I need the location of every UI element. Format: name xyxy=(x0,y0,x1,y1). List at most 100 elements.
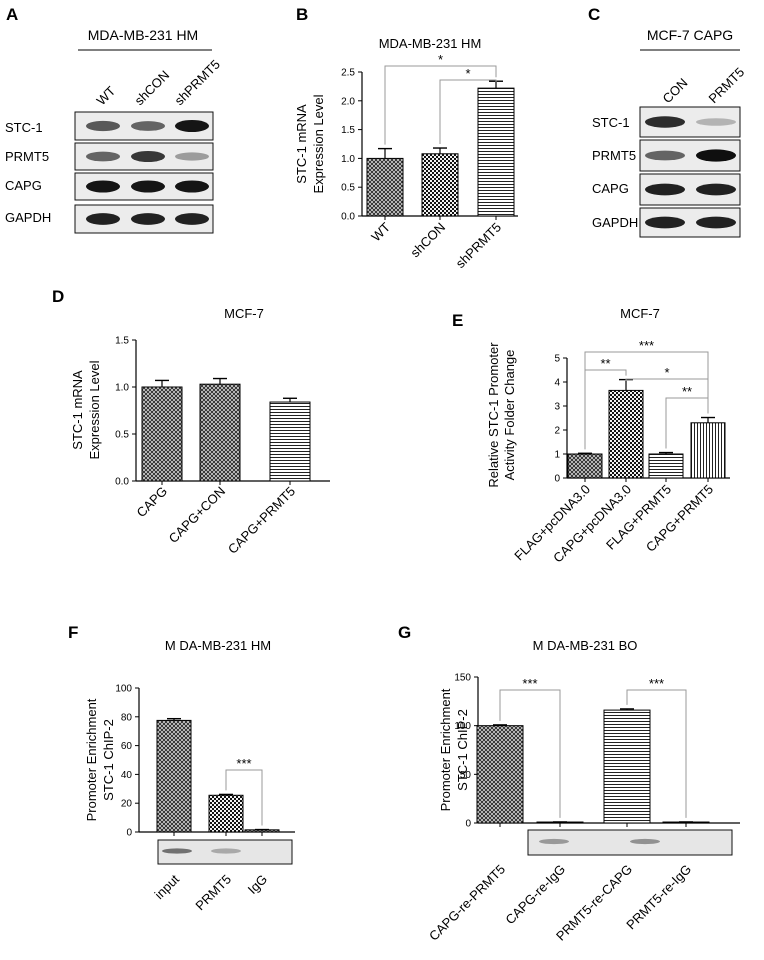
gel-f xyxy=(157,839,293,865)
chart-e-ylabel: Relative STC-1 Promoter xyxy=(486,342,501,488)
chart-f-category-label: input xyxy=(152,871,183,902)
blot-a-band xyxy=(131,121,165,131)
chart-g-bar xyxy=(476,725,524,824)
blot-a-band xyxy=(86,213,120,225)
chart-d-title: MCF-7 xyxy=(224,306,264,321)
chart-b-sig-bracket xyxy=(439,79,497,145)
blot-a-title: MDA-MB-231 HM xyxy=(88,27,198,43)
chart-d-ylabel: Expression Level xyxy=(87,360,102,459)
blot-a-band xyxy=(175,180,209,193)
blot-c: MCF-7 CAPG CON PRMT5 STC-1 PRMT5 CAPG GA… xyxy=(592,27,748,238)
chart-b-category-label: shCON xyxy=(407,220,448,261)
chart-d-ytick-label: 0.0 xyxy=(115,477,129,488)
chart-b-sig-bracket xyxy=(384,65,497,145)
blot-a-band xyxy=(131,180,165,193)
blot-a-lane-label: shPRMT5 xyxy=(172,57,223,108)
chart-e-sig-label: * xyxy=(664,365,669,380)
chart-g-sig-label: *** xyxy=(522,676,537,691)
chart-g-bar xyxy=(603,709,651,824)
chart-d-bar xyxy=(269,401,311,482)
blot-a-lane-label: shCON xyxy=(132,67,173,108)
blot-c-lane-label: PRMT5 xyxy=(706,64,748,106)
blot-c-band xyxy=(696,183,736,196)
chart-b-ytick-label: 0.0 xyxy=(341,212,355,223)
chart-e-ytick-label: 4 xyxy=(554,378,560,389)
chart-f-ylabel: Promoter Enrichment xyxy=(84,698,99,821)
chart-e-ytick-label: 0 xyxy=(554,474,560,485)
chart-d-ylabel: STC-1 mRNA xyxy=(70,370,85,450)
chart-g: M DA-MB-231 BO Promoter Enrichment STC-1 C… xyxy=(426,638,740,944)
chart-e-bar xyxy=(648,453,684,479)
blot-a-row-label: GAPDH xyxy=(5,210,51,225)
chart-g-category-label: CAPG-re-IgG xyxy=(502,862,568,928)
panel-letter-g: G xyxy=(398,623,411,642)
chart-f-ytick-label: 80 xyxy=(121,712,133,723)
blot-c-row-label: CAPG xyxy=(592,181,629,196)
blot-a-band xyxy=(175,213,209,225)
blot-a-band xyxy=(175,119,209,133)
chart-b-ylabel: STC-1 mRNA xyxy=(294,104,309,184)
chart-g-ytick-label: 50 xyxy=(460,770,472,781)
chart-f-bar xyxy=(156,719,192,833)
chart-f-sig-bracket xyxy=(225,769,263,826)
blot-c-band xyxy=(645,216,685,229)
chart-b-bar xyxy=(366,157,404,217)
blot-a-row-label: CAPG xyxy=(5,178,42,193)
gel-f-band xyxy=(162,848,192,854)
chart-f-ylabel: STC-1 ChIP-2 xyxy=(101,719,116,801)
chart-b-sig-label: * xyxy=(465,66,470,81)
chart-e-ytick-label: 2 xyxy=(554,426,560,437)
blot-a-lane-label: WT xyxy=(94,83,119,108)
panel-letter-e: E xyxy=(452,311,463,330)
chart-e-sig-label: ** xyxy=(600,356,610,371)
chart-d: MCF-7 STC-1 mRNA Expression Level 0.0 0.5 1.0… xyxy=(70,306,330,557)
chart-g-ytick-label: 0 xyxy=(465,819,471,830)
blot-c-lane-label: CON xyxy=(660,75,691,106)
chart-f-bar xyxy=(208,794,244,833)
chart-b-category-label: shPRMT5 xyxy=(453,220,504,271)
blot-a-band xyxy=(131,150,165,163)
chart-e-ytick-label: 3 xyxy=(554,402,560,413)
chart-e: MCF-7 Relative STC-1 Promoter Activity Fol… xyxy=(486,306,730,565)
blot-a-band xyxy=(86,120,120,132)
chart-e-bar xyxy=(608,389,644,479)
chart-b-ytick-label: 2.0 xyxy=(341,96,355,107)
panel-letter-f: F xyxy=(68,623,78,642)
chart-b-bar xyxy=(477,87,515,217)
blot-a-band xyxy=(86,180,120,193)
chart-b-ytick-label: 1.0 xyxy=(341,154,355,165)
gel-g-band xyxy=(539,838,569,845)
chart-e-ytick-label: 1 xyxy=(554,450,560,461)
chart-g-ylabel: STC-1 ChIP-2 xyxy=(455,709,470,791)
blot-c-band xyxy=(696,216,736,229)
chart-b: MDA-MB-231 HM STC-1 mRNA Expression Level 0… xyxy=(294,36,518,271)
chart-e-category-label: FLAG+pcDNA3.0 xyxy=(511,482,593,564)
blot-c-band xyxy=(645,116,685,128)
panel-letter-a: A xyxy=(6,5,18,24)
chart-d-category-label: CAPG+CON xyxy=(166,484,228,546)
chart-b-bar xyxy=(421,153,459,217)
chart-e-sig-label: ** xyxy=(682,384,692,399)
blot-a-row-label: STC-1 xyxy=(5,120,43,135)
blot-c-row-labels: STC-1 PRMT5 CAPG GAPDH xyxy=(592,115,638,230)
chart-e-title: MCF-7 xyxy=(620,306,660,321)
chart-f-category-label: PRMT5 xyxy=(192,872,234,914)
chart-e-sig-label: *** xyxy=(639,338,654,353)
chart-f-ytick-label: 20 xyxy=(121,799,133,810)
chart-e-bar xyxy=(690,422,726,479)
chart-g-sig-bracket xyxy=(499,689,561,818)
gel-g-band xyxy=(630,838,660,845)
blot-a-band xyxy=(131,213,165,225)
blot-a-lane-labels: WT shCON shPRMT5 xyxy=(94,57,223,108)
chart-d-bar xyxy=(141,386,183,482)
blot-c-row-label: PRMT5 xyxy=(592,148,636,163)
chart-d-ytick-label: 0.5 xyxy=(115,430,129,441)
chart-g-sig-label: *** xyxy=(649,676,664,691)
chart-f-title: M DA-MB-231 HM xyxy=(165,638,271,653)
chart-g-title: M DA-MB-231 BO xyxy=(533,638,638,653)
chart-b-ytick-label: 1.5 xyxy=(341,125,355,136)
gel-f-band xyxy=(211,848,241,854)
chart-d-category-label: CAPG xyxy=(133,484,170,521)
chart-b-ytick-label: 2.5 xyxy=(341,68,355,79)
chart-f-category-label: IgG xyxy=(245,872,270,897)
